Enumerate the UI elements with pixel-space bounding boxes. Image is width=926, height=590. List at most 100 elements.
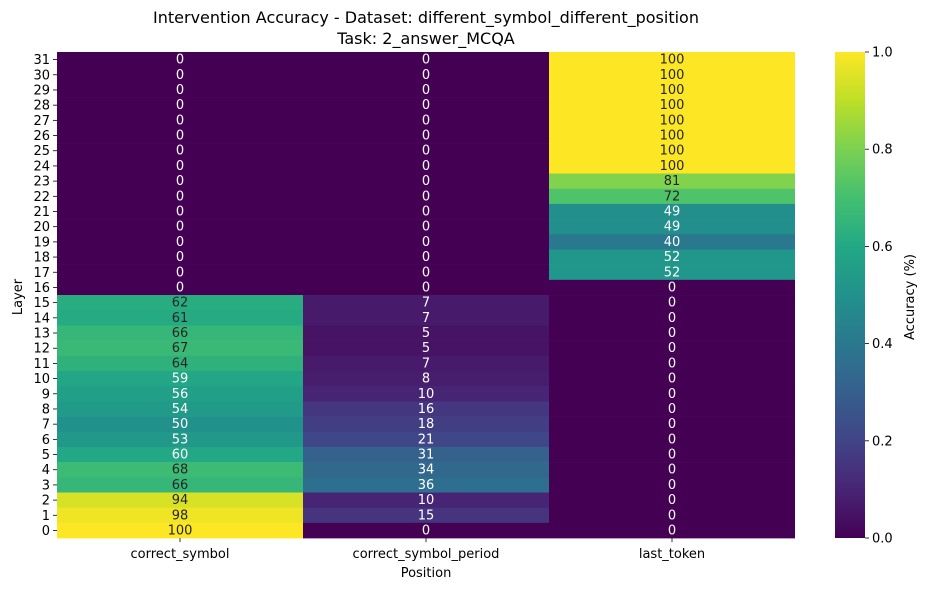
cell-value-label: 0 <box>668 311 676 326</box>
heatmap-cell <box>303 386 549 402</box>
cell-value-label: 98 <box>172 508 189 523</box>
heatmap-cell <box>57 279 303 296</box>
cell-value-label: 0 <box>176 83 184 98</box>
cell-value-label: 67 <box>172 341 189 356</box>
heatmap-cell <box>549 386 795 402</box>
cell-value-label: 64 <box>172 356 189 371</box>
cell-value-label: 8 <box>422 372 430 387</box>
cell-value-label: 0 <box>422 113 430 128</box>
heatmap-cell <box>549 462 795 478</box>
y-tick-label: 21 <box>33 205 50 220</box>
cell-value-label: 5 <box>422 341 430 356</box>
cell-value-label: 54 <box>172 402 189 417</box>
y-tick-label: 23 <box>33 175 50 190</box>
cell-value-label: 0 <box>176 68 184 83</box>
heatmap-cell <box>57 355 303 372</box>
cell-value-label: 0 <box>422 220 430 235</box>
colorbar-tick-label: 1.0 <box>872 46 893 61</box>
heatmap-cell <box>549 340 795 357</box>
heatmap-cell <box>57 295 303 311</box>
cell-value-label: 0 <box>422 265 430 280</box>
heatmap-cell <box>303 310 549 326</box>
heatmap-cell <box>303 203 549 220</box>
heatmap-cell <box>57 310 303 326</box>
heatmap-cell <box>549 477 795 493</box>
cell-value-label: 34 <box>418 463 435 478</box>
heatmap-cell <box>57 127 303 144</box>
colorbar-gradient <box>835 52 865 538</box>
heatmap-cell <box>303 249 549 265</box>
y-tick-label: 31 <box>33 53 50 68</box>
heatmap-cell <box>57 446 303 463</box>
cell-value-label: 100 <box>660 83 685 98</box>
heatmap-cell <box>549 234 795 250</box>
heatmap-cell <box>57 462 303 478</box>
cell-value-label: 0 <box>176 265 184 280</box>
cell-value-label: 10 <box>418 493 435 508</box>
cell-value-label: 50 <box>172 417 189 432</box>
colorbar-tick-label: 0.4 <box>872 337 893 352</box>
heatmap-cell <box>303 507 549 524</box>
heatmap-cell <box>303 97 549 114</box>
cell-value-label: 0 <box>422 144 430 159</box>
heatmap-cell <box>303 340 549 357</box>
cell-value-label: 56 <box>172 387 189 402</box>
y-tick-label: 2 <box>42 494 50 509</box>
cell-value-label: 0 <box>422 68 430 83</box>
x-tick-label: correct_symbol <box>131 547 230 562</box>
heatmap-cell <box>57 67 303 83</box>
cell-value-label: 0 <box>422 235 430 250</box>
heatmap-cell <box>303 295 549 311</box>
heatmap-cell <box>549 143 795 159</box>
cell-value-label: 0 <box>422 174 430 189</box>
heatmap-cell <box>549 279 795 296</box>
cell-value-label: 31 <box>418 448 435 463</box>
colorbar: 0.0 0.2 0.4 0.6 0.8 1.0 <box>835 46 893 547</box>
colorbar-tick-label: 0.8 <box>872 143 893 158</box>
cell-value-label: 68 <box>172 463 189 478</box>
chart-title: Intervention Accuracy - Dataset: differe… <box>153 8 699 28</box>
cell-value-label: 0 <box>422 83 430 98</box>
cell-value-label: 0 <box>668 523 676 538</box>
cell-value-label: 0 <box>668 417 676 432</box>
heatmap-cell <box>57 219 303 235</box>
heatmap-cell <box>549 295 795 311</box>
heatmap-cell <box>57 97 303 114</box>
cell-value-label: 0 <box>668 432 676 447</box>
y-tick-label: 12 <box>33 342 50 357</box>
heatmap-cell <box>303 492 549 508</box>
cell-value-label: 0 <box>176 280 184 295</box>
cell-value-label: 72 <box>664 189 681 204</box>
heatmap-cell <box>549 401 795 417</box>
cell-value-label: 0 <box>422 98 430 113</box>
heatmap-cell <box>303 355 549 372</box>
cell-value-label: 18 <box>418 417 435 432</box>
y-tick-label: 28 <box>33 99 50 114</box>
cell-value-label: 0 <box>176 159 184 174</box>
cell-value-label: 0 <box>422 205 430 220</box>
cell-value-label: 0 <box>668 508 676 523</box>
heatmap-cell <box>57 264 303 281</box>
heatmap-cell <box>303 67 549 83</box>
heatmap-cell <box>303 477 549 493</box>
cell-value-label: 0 <box>668 356 676 371</box>
heatmap-cell <box>549 370 795 387</box>
cell-value-label: 61 <box>172 311 189 326</box>
cell-value-label: 0 <box>668 280 676 295</box>
cell-value-label: 0 <box>668 493 676 508</box>
heatmap-cell <box>303 401 549 417</box>
heatmap-cell <box>57 401 303 417</box>
cell-value-label: 0 <box>176 189 184 204</box>
y-tick-label: 16 <box>33 281 50 296</box>
cell-value-label: 10 <box>418 387 435 402</box>
heatmap-cell <box>303 462 549 478</box>
heatmap-cell <box>57 203 303 220</box>
cell-value-label: 60 <box>172 448 189 463</box>
heatmap-cell <box>549 431 795 448</box>
cell-value-label: 21 <box>418 432 435 447</box>
heatmap-cell <box>549 522 795 539</box>
cell-value-label: 52 <box>664 250 681 265</box>
cell-value-label: 100 <box>168 523 193 538</box>
heatmap-cell <box>549 310 795 326</box>
